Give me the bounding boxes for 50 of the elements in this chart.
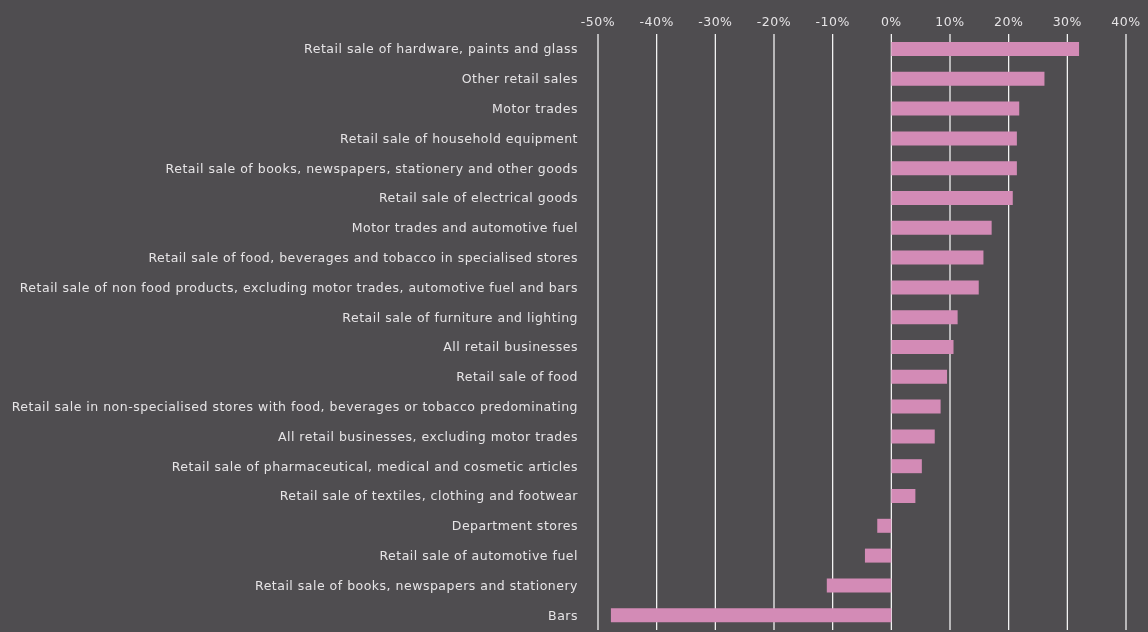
y-tick-label: Retail sale in non-specialised stores with food, beverages or tobacco predominating bbox=[11, 398, 578, 414]
y-tick-label: Department stores bbox=[451, 518, 578, 534]
y-tick-label: Retail sale of automotive fuel bbox=[379, 547, 578, 563]
x-tick-label: 30% bbox=[1052, 14, 1082, 29]
x-tick-label: 0% bbox=[880, 14, 902, 29]
bar bbox=[826, 578, 892, 593]
bar bbox=[891, 459, 922, 474]
x-tick-label: 20% bbox=[994, 14, 1024, 29]
y-tick-label: Retail sale of pharmaceutical, medical and cosmetic articles bbox=[171, 458, 578, 474]
y-tick-label: Retail sale of food, beverages and tobacco in specialised stores bbox=[148, 249, 578, 265]
y-tick-label: Retail sale of books, newspapers, stationery and other goods bbox=[165, 160, 578, 176]
y-tick-label: Other retail sales bbox=[461, 71, 578, 87]
x-tick-label: 10% bbox=[935, 14, 965, 29]
bar bbox=[891, 42, 1080, 56]
bar bbox=[891, 250, 984, 265]
y-tick-label: Retail sale of hardware, paints and glass bbox=[304, 41, 578, 57]
bar bbox=[891, 489, 916, 503]
y-tick-label: Bars bbox=[548, 607, 578, 623]
bar bbox=[891, 369, 948, 384]
y-tick-label: Motor trades bbox=[492, 100, 578, 116]
y-tick-label: Retail sale of non food products, excluding motor trades, automotive fuel and bars bbox=[19, 279, 578, 295]
bar bbox=[891, 310, 958, 325]
bar bbox=[891, 280, 979, 295]
y-tick-label: Retail sale of household equipment bbox=[340, 130, 578, 146]
bar bbox=[891, 399, 941, 414]
x-tick-label: -40% bbox=[639, 14, 674, 29]
bar bbox=[891, 340, 954, 354]
bar bbox=[864, 548, 892, 563]
bar bbox=[891, 429, 935, 444]
bar bbox=[891, 71, 1045, 86]
bar bbox=[891, 131, 1017, 146]
y-tick-label: Motor trades and automotive fuel bbox=[351, 220, 578, 236]
bar bbox=[891, 220, 992, 235]
bar bbox=[891, 101, 1020, 116]
bar bbox=[610, 608, 892, 623]
x-tick-label: -10% bbox=[815, 14, 850, 29]
bar bbox=[877, 518, 892, 533]
x-tick-label: 40% bbox=[1111, 14, 1141, 29]
y-tick-label: Retail sale of textiles, clothing and footwear bbox=[279, 488, 579, 504]
bar bbox=[891, 191, 1013, 205]
y-tick-label: Retail sale of books, newspapers and stationery bbox=[255, 577, 579, 593]
y-tick-label: Retail sale of furniture and lighting bbox=[342, 309, 578, 325]
y-tick-label: All retail businesses bbox=[443, 339, 578, 355]
y-tick-label: Retail sale of food bbox=[456, 369, 578, 385]
y-tick-label: Retail sale of electrical goods bbox=[378, 190, 578, 206]
x-tick-label: -50% bbox=[580, 14, 616, 29]
x-tick-label: -30% bbox=[698, 14, 733, 29]
x-tick-label: -20% bbox=[756, 14, 792, 29]
y-tick-label: All retail businesses, excluding motor trades bbox=[277, 428, 578, 444]
bar bbox=[891, 161, 1017, 176]
